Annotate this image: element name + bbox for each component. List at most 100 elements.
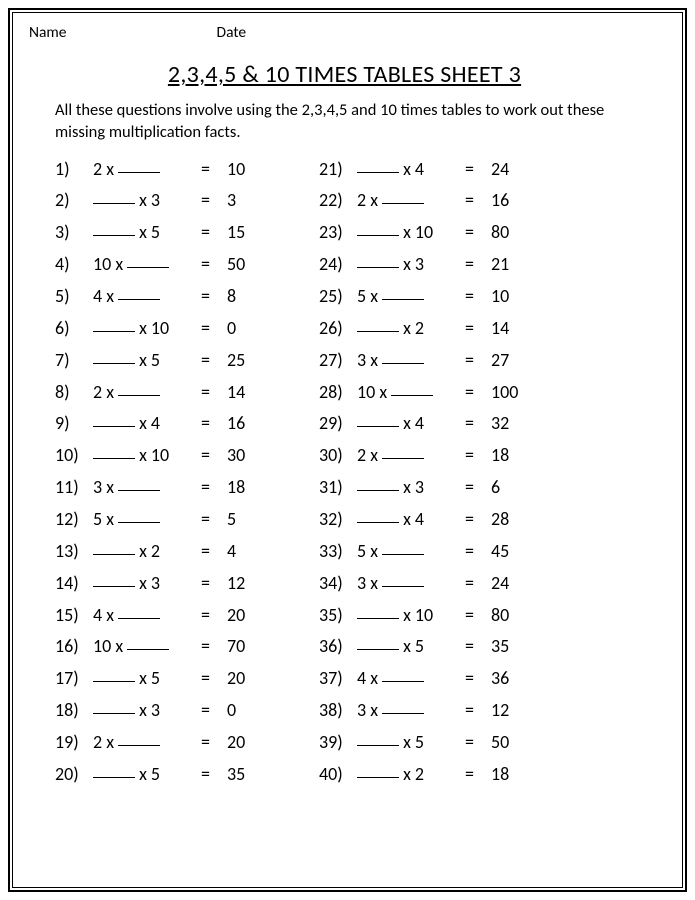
question-row: 14) x 3=12 bbox=[55, 568, 267, 600]
answer-blank[interactable] bbox=[357, 731, 399, 746]
outer-border: Name Date 2,3,4,5 & 10 TIMES TABLES SHEE… bbox=[8, 8, 687, 892]
question-result: 45 bbox=[491, 536, 531, 568]
answer-blank[interactable] bbox=[118, 285, 160, 300]
question-result: 24 bbox=[491, 568, 531, 600]
question-number: 24) bbox=[319, 249, 357, 281]
answer-blank[interactable] bbox=[118, 731, 160, 746]
answer-blank[interactable] bbox=[93, 348, 135, 363]
answer-blank[interactable] bbox=[357, 412, 399, 427]
answer-blank[interactable] bbox=[93, 699, 135, 714]
answer-blank[interactable] bbox=[357, 157, 399, 172]
answer-blank[interactable] bbox=[93, 763, 135, 778]
answer-blank[interactable] bbox=[93, 444, 135, 459]
answer-blank[interactable] bbox=[93, 412, 135, 427]
answer-blank[interactable] bbox=[357, 253, 399, 268]
answer-blank[interactable] bbox=[93, 317, 135, 332]
question-result: 80 bbox=[491, 600, 531, 632]
answer-blank[interactable] bbox=[357, 635, 399, 650]
answer-blank[interactable] bbox=[382, 571, 424, 586]
question-number: 5) bbox=[55, 281, 93, 313]
instructions-text: All these questions involve using the 2,… bbox=[55, 99, 664, 144]
inner-border: Name Date 2,3,4,5 & 10 TIMES TABLES SHEE… bbox=[12, 12, 683, 888]
equals-sign: = bbox=[465, 281, 491, 313]
equals-sign: = bbox=[201, 408, 227, 440]
answer-blank[interactable] bbox=[93, 221, 135, 236]
answer-blank[interactable] bbox=[382, 348, 424, 363]
answer-blank[interactable] bbox=[118, 476, 160, 491]
question-number: 19) bbox=[55, 727, 93, 759]
answer-blank[interactable] bbox=[93, 667, 135, 682]
equals-sign: = bbox=[201, 568, 227, 600]
question-result: 4 bbox=[227, 536, 267, 568]
question-row: 3) x 5=15 bbox=[55, 217, 267, 249]
answer-blank[interactable] bbox=[357, 476, 399, 491]
answer-blank[interactable] bbox=[382, 189, 424, 204]
answer-blank[interactable] bbox=[382, 699, 424, 714]
question-row: 18) x 3=0 bbox=[55, 695, 267, 727]
answer-blank[interactable] bbox=[382, 667, 424, 682]
question-number: 10) bbox=[55, 440, 93, 472]
question-row: 17) x 5=20 bbox=[55, 663, 267, 695]
question-result: 24 bbox=[491, 154, 531, 186]
question-expression: x 5 bbox=[93, 759, 201, 791]
answer-blank[interactable] bbox=[382, 285, 424, 300]
question-result: 30 bbox=[227, 440, 267, 472]
question-number: 9) bbox=[55, 408, 93, 440]
name-label: Name bbox=[29, 23, 67, 42]
question-expression: 10 x bbox=[93, 631, 201, 663]
question-expression: x 3 bbox=[357, 249, 465, 281]
question-number: 4) bbox=[55, 249, 93, 281]
question-expression: x 3 bbox=[93, 695, 201, 727]
answer-blank[interactable] bbox=[357, 317, 399, 332]
answer-blank[interactable] bbox=[382, 444, 424, 459]
answer-blank[interactable] bbox=[118, 603, 160, 618]
question-number: 38) bbox=[319, 695, 357, 727]
question-result: 70 bbox=[227, 631, 267, 663]
answer-blank[interactable] bbox=[118, 508, 160, 523]
question-number: 26) bbox=[319, 313, 357, 345]
equals-sign: = bbox=[201, 345, 227, 377]
question-result: 10 bbox=[227, 154, 267, 186]
answer-blank[interactable] bbox=[118, 380, 160, 395]
question-expression: 3 x bbox=[357, 695, 465, 727]
answer-blank[interactable] bbox=[93, 189, 135, 204]
question-expression: x 3 bbox=[357, 472, 465, 504]
answer-blank[interactable] bbox=[118, 157, 160, 172]
question-expression: x 5 bbox=[357, 727, 465, 759]
answer-blank[interactable] bbox=[127, 253, 169, 268]
answer-blank[interactable] bbox=[93, 571, 135, 586]
equals-sign: = bbox=[465, 568, 491, 600]
answer-blank[interactable] bbox=[382, 540, 424, 555]
answer-blank[interactable] bbox=[93, 540, 135, 555]
question-result: 80 bbox=[491, 217, 531, 249]
equals-sign: = bbox=[201, 536, 227, 568]
question-row: 8)2 x =14 bbox=[55, 377, 267, 409]
question-number: 34) bbox=[319, 568, 357, 600]
question-expression: x 5 bbox=[93, 663, 201, 695]
question-number: 17) bbox=[55, 663, 93, 695]
question-result: 16 bbox=[491, 185, 531, 217]
answer-blank[interactable] bbox=[357, 603, 399, 618]
question-expression: x 5 bbox=[93, 345, 201, 377]
answer-blank[interactable] bbox=[357, 508, 399, 523]
question-row: 11)3 x =18 bbox=[55, 472, 267, 504]
question-expression: x 10 bbox=[93, 440, 201, 472]
answer-blank[interactable] bbox=[357, 221, 399, 236]
question-result: 25 bbox=[227, 345, 267, 377]
question-row: 26) x 2=14 bbox=[319, 313, 531, 345]
question-row: 35) x 10=80 bbox=[319, 600, 531, 632]
question-result: 14 bbox=[491, 313, 531, 345]
question-row: 21) x 4=24 bbox=[319, 154, 531, 186]
question-expression: x 10 bbox=[357, 600, 465, 632]
question-row: 6) x 10=0 bbox=[55, 313, 267, 345]
question-number: 8) bbox=[55, 377, 93, 409]
question-expression: x 10 bbox=[357, 217, 465, 249]
answer-blank[interactable] bbox=[127, 635, 169, 650]
question-result: 5 bbox=[227, 504, 267, 536]
date-label: Date bbox=[217, 23, 247, 42]
equals-sign: = bbox=[465, 154, 491, 186]
answer-blank[interactable] bbox=[357, 763, 399, 778]
question-number: 13) bbox=[55, 536, 93, 568]
question-result: 0 bbox=[227, 313, 267, 345]
answer-blank[interactable] bbox=[391, 380, 433, 395]
